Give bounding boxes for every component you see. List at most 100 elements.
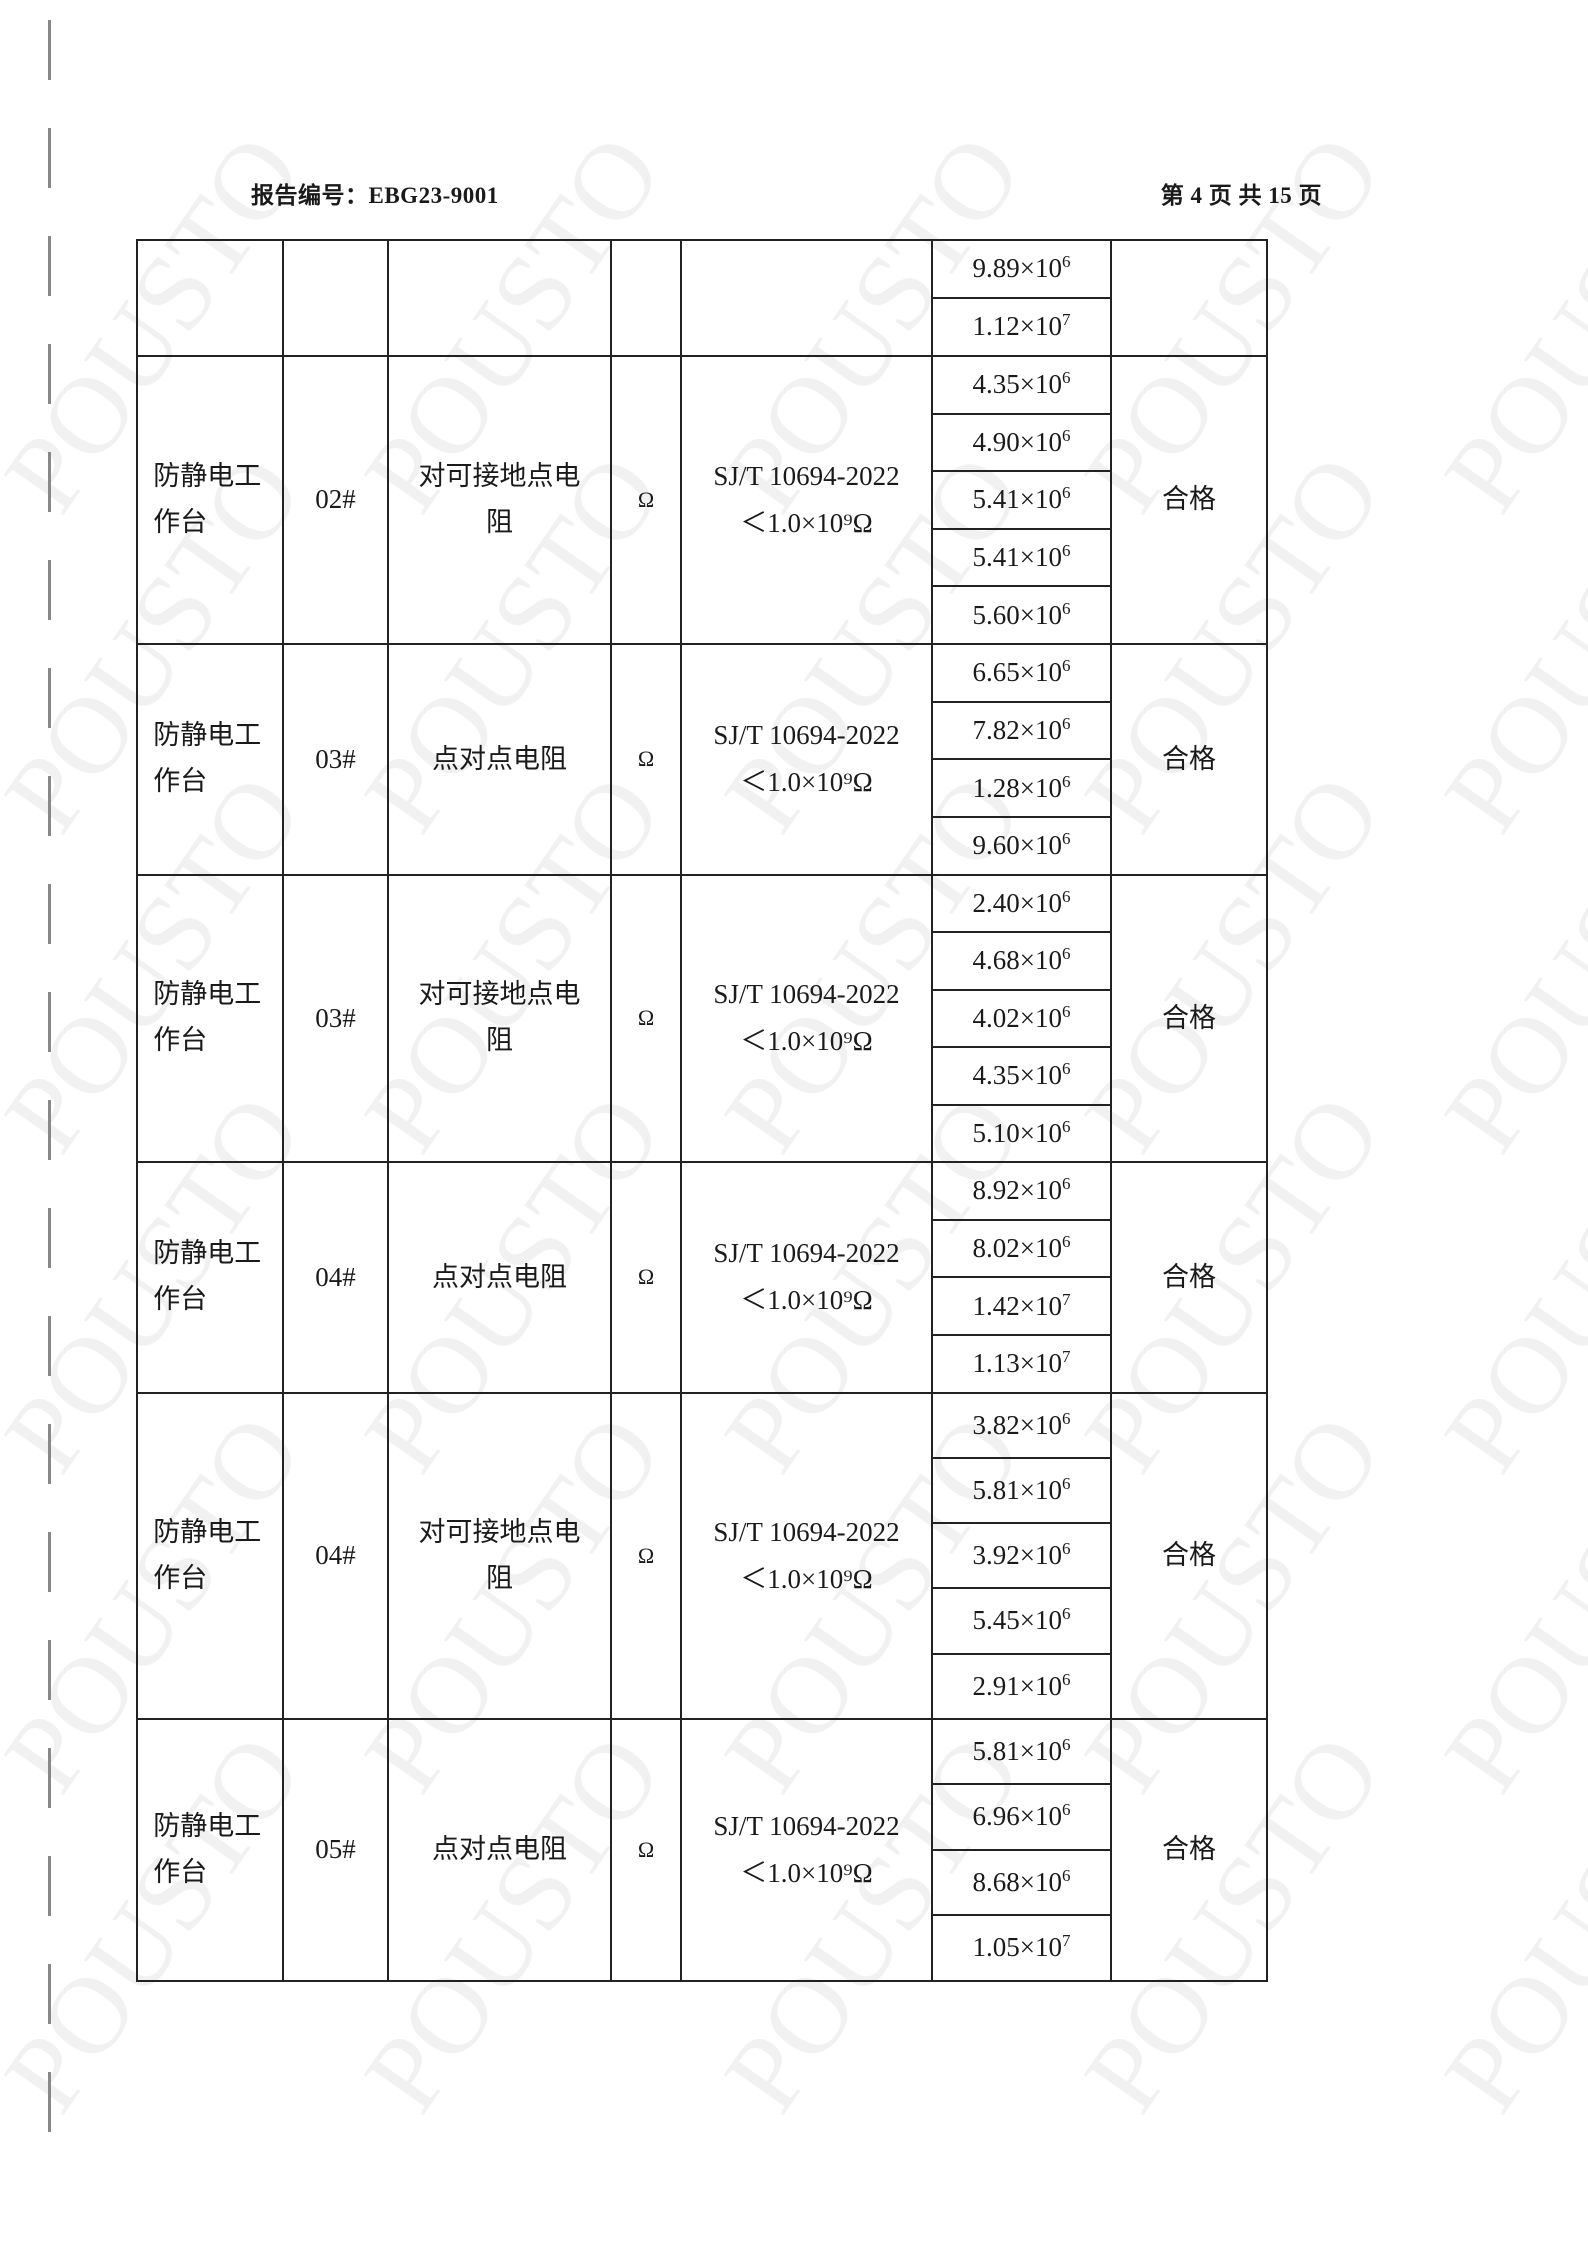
binding-mark bbox=[48, 2072, 51, 2132]
measured-value: 2.40×106 bbox=[931, 873, 1112, 934]
table-row: 5.41×106 bbox=[137, 470, 1267, 530]
exponent: 6 bbox=[1061, 771, 1071, 791]
exponent: 6 bbox=[1061, 1059, 1071, 1079]
table-row: 防静电工作台 03# 点对点电阻 Ω SJ/T 10694-2022 ＜1.0×10⁹Ω 6… bbox=[136, 642, 1268, 876]
limit: ＜1.0×10⁹Ω bbox=[740, 1857, 873, 1888]
table-row: 5.41×106 bbox=[137, 527, 1267, 588]
measured-value: 9.60×106 bbox=[931, 816, 1112, 876]
test-item-cell: 点对点电阻 bbox=[387, 1717, 612, 1982]
limit: ＜1.0×10⁹Ω bbox=[740, 1026, 873, 1057]
table-row: 防静电工作台 04# 点对点电阻 Ω SJ/T 10694-2022 ＜1.0×10⁹Ω 8… bbox=[136, 1160, 1268, 1394]
mantissa: 2.91 bbox=[972, 1670, 1020, 1701]
sample-no-cell: 02# bbox=[282, 355, 389, 645]
result-cell bbox=[1110, 239, 1268, 357]
report-number: 报告编号：EBG23-9001 bbox=[251, 183, 499, 208]
mantissa: 4.90 bbox=[972, 426, 1020, 457]
measured-value: 8.02×106 bbox=[931, 1218, 1112, 1279]
binding-mark bbox=[48, 452, 51, 512]
mantissa: 1.05 bbox=[972, 1932, 1020, 1963]
mantissa: 4.02 bbox=[972, 1002, 1020, 1033]
standard-cell: SJ/T 10694-2022 ＜1.0×10⁹Ω bbox=[680, 1391, 933, 1720]
table-row: 8.02×106 bbox=[137, 1218, 1267, 1279]
exponent: 6 bbox=[1061, 540, 1071, 560]
item-name: 防静电工作台 bbox=[153, 720, 262, 797]
test-item-cell: 对可接地点电阻 bbox=[387, 1391, 612, 1720]
standard-cell: SJ/T 10694-2022 ＜1.0×10⁹Ω bbox=[680, 355, 933, 645]
table-row: 防静电工作台 05# 点对点电阻 Ω SJ/T 10694-2022 ＜1.0×10⁹Ω 5… bbox=[136, 1717, 1268, 1982]
measured-value: 2.91×106 bbox=[931, 1652, 1112, 1720]
exponent: 6 bbox=[1061, 887, 1071, 907]
binding-mark bbox=[48, 1424, 51, 1484]
binding-mark bbox=[48, 1964, 51, 2024]
measured-value: 5.10×106 bbox=[931, 1103, 1112, 1163]
test-item: 对可接地点电阻 bbox=[418, 979, 581, 1056]
watermark: POUSTO bbox=[1420, 113, 1588, 533]
table-row: 7.82×106 bbox=[137, 700, 1267, 761]
exponent: 7 bbox=[1061, 310, 1071, 330]
binding-mark bbox=[48, 1856, 51, 1916]
table-row: 5.45×106 bbox=[137, 1587, 1267, 1655]
measured-value: 1.05×107 bbox=[931, 1914, 1112, 1982]
measured-value: 4.90×106 bbox=[931, 412, 1112, 473]
exponent: 6 bbox=[1061, 1231, 1071, 1251]
result-cell: 合格 bbox=[1110, 642, 1268, 876]
sample-no-cell: 04# bbox=[282, 1160, 389, 1394]
binding-mark bbox=[48, 1208, 51, 1268]
exponent: 6 bbox=[1061, 944, 1071, 964]
exponent: 6 bbox=[1061, 483, 1071, 503]
item-cell: 防静电工作台 bbox=[136, 642, 284, 876]
measured-value: 5.81×106 bbox=[931, 1457, 1112, 1525]
table-row: 9.89×106 bbox=[136, 239, 1268, 357]
binding-mark bbox=[48, 1640, 51, 1700]
exponent: 6 bbox=[1061, 252, 1071, 272]
table-row: 5.60×106 bbox=[137, 585, 1267, 645]
table-row: 1.28×106 bbox=[137, 758, 1267, 819]
standard: SJ/T 10694-2022 bbox=[713, 1516, 900, 1547]
unit-cell: Ω bbox=[610, 642, 682, 876]
watermark: POUSTO bbox=[1420, 1073, 1588, 1493]
measured-value: 4.68×106 bbox=[931, 931, 1112, 991]
exponent: 6 bbox=[1061, 598, 1071, 618]
exponent: 6 bbox=[1061, 656, 1071, 676]
exponent: 7 bbox=[1061, 1289, 1071, 1309]
mantissa: 2.40 bbox=[972, 888, 1020, 919]
limit: ＜1.0×10⁹Ω bbox=[740, 507, 873, 538]
table-row: 5.81×106 bbox=[137, 1457, 1267, 1525]
binding-mark bbox=[48, 1748, 51, 1808]
sample-no-cell bbox=[282, 239, 389, 357]
measured-value: 4.35×106 bbox=[931, 355, 1112, 415]
measured-value: 4.02×106 bbox=[931, 988, 1112, 1049]
table-row: 4.68×106 bbox=[137, 931, 1267, 991]
item-cell: 防静电工作台 bbox=[136, 873, 284, 1163]
measured-value: 5.81×106 bbox=[931, 1717, 1112, 1786]
mantissa: 4.68 bbox=[972, 945, 1020, 976]
table-row: 4.35×106 bbox=[137, 1046, 1267, 1106]
standard: SJ/T 10694-2022 bbox=[713, 460, 900, 491]
binding-mark bbox=[48, 884, 51, 944]
exponent: 6 bbox=[1061, 1865, 1071, 1885]
item-cell: 防静电工作台 bbox=[136, 1717, 284, 1982]
mantissa: 5.41 bbox=[972, 541, 1020, 572]
standard-cell: SJ/T 10694-2022 ＜1.0×10⁹Ω bbox=[680, 873, 933, 1163]
sample-no-cell: 05# bbox=[282, 1717, 389, 1982]
standard-cell bbox=[680, 239, 933, 357]
item-name: 防静电工作台 bbox=[153, 1810, 262, 1887]
measured-value: 8.92×106 bbox=[931, 1160, 1112, 1221]
result-cell: 合格 bbox=[1110, 873, 1268, 1163]
mantissa: 8.02 bbox=[972, 1232, 1020, 1263]
test-item: 对可接地点电阻 bbox=[418, 460, 581, 537]
watermark: POUSTO bbox=[1420, 1393, 1588, 1813]
exponent: 6 bbox=[1061, 1116, 1071, 1136]
measured-value: 9.89×106 bbox=[931, 239, 1112, 299]
item-cell: 防静电工作台 bbox=[136, 355, 284, 645]
exponent: 6 bbox=[1061, 713, 1071, 733]
mantissa: 9.60 bbox=[972, 830, 1020, 861]
exponent: 6 bbox=[1061, 1408, 1071, 1428]
mantissa: 1.13 bbox=[972, 1348, 1020, 1379]
exponent: 6 bbox=[1061, 425, 1071, 445]
measured-value: 1.12×107 bbox=[931, 297, 1112, 357]
test-item: 点对点电阻 bbox=[431, 1261, 567, 1292]
unit-cell bbox=[610, 239, 682, 357]
item-name: 防静电工作台 bbox=[153, 460, 262, 537]
limit: ＜1.0×10⁹Ω bbox=[740, 1285, 873, 1316]
